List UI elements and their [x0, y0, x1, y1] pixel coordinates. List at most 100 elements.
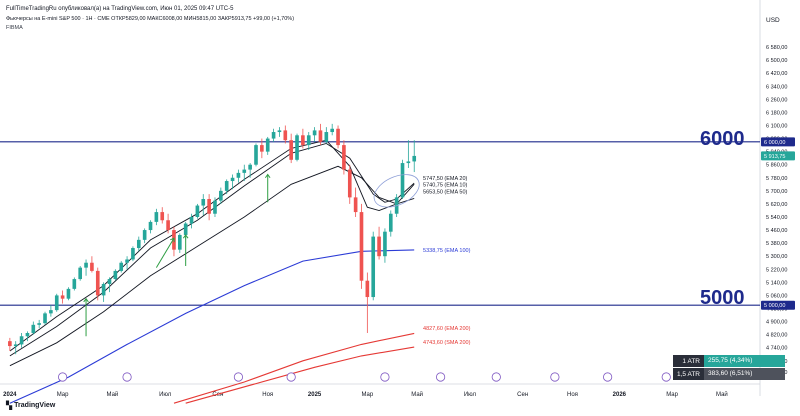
price-tick-label: 5 380,00	[766, 241, 787, 247]
ema-value-label: 5740,75 (EMA 10)	[423, 182, 468, 188]
price-tick-label: 4 900,00	[766, 320, 787, 326]
price-tick-label: 4 740,00	[766, 346, 787, 352]
tradingview-icon: ▚	[6, 401, 12, 410]
event-marker-icon	[436, 372, 446, 382]
currency-label[interactable]: USD	[766, 17, 780, 24]
candle-body	[359, 212, 364, 281]
candle-body	[189, 216, 194, 224]
candle-body	[207, 199, 211, 214]
trend-arrow-shaft	[155, 237, 175, 268]
candle-body	[154, 212, 159, 222]
price-tick-label: 5 860,00	[766, 163, 787, 169]
time-tick-label: Сен	[212, 392, 223, 398]
candle-body	[101, 283, 106, 296]
atr-label: 1,5 ATR	[676, 370, 700, 378]
candle-body	[324, 132, 329, 142]
atr-value: 255,75 (4,34%)	[704, 355, 785, 367]
price-tick-label: 6 180,00	[766, 110, 787, 116]
candle-body	[377, 236, 381, 257]
candle-body	[347, 169, 352, 198]
candle-body	[260, 145, 264, 152]
candle-body	[219, 190, 223, 201]
time-tick-label: Мар	[57, 392, 69, 398]
event-marker-icon	[58, 372, 68, 382]
event-marker-icon	[286, 372, 296, 382]
candle-body	[371, 236, 376, 298]
candle-body	[353, 197, 358, 213]
candle-body	[248, 164, 252, 170]
time-tick-label: Май	[107, 391, 119, 398]
logo-text: TradingView	[14, 402, 56, 409]
ema-value-label: 5747,50 (EMA 20)	[423, 176, 468, 182]
highlight-ellipse	[373, 174, 420, 208]
event-marker-icon	[491, 372, 501, 382]
event-marker-icon	[233, 372, 244, 382]
price-tag-label: 5 000,00	[764, 303, 785, 309]
candle-body	[43, 313, 47, 324]
price-tag-box	[761, 300, 795, 310]
ticker-info[interactable]: Фьючерсы на E-mini S&P 500 · 1Н · CME ОТ…	[6, 16, 295, 22]
candle-body	[66, 288, 71, 299]
candle-body	[177, 234, 182, 250]
price-tick-label: 5 620,00	[766, 202, 787, 208]
price-tick-label: 5 300,00	[766, 254, 787, 260]
candle-body	[107, 279, 112, 284]
ema-value-label: 4743,60 (SMA 200)	[423, 340, 471, 346]
price-tick-label: 5 540,00	[766, 215, 787, 221]
time-tick-label: Ноя	[262, 392, 273, 398]
candle-body	[283, 130, 288, 141]
candle-body	[265, 138, 270, 152]
candle-body	[8, 341, 12, 347]
candle-body	[49, 310, 53, 314]
trend-arrow-head	[264, 173, 271, 179]
price-tick-label: 4 820,00	[766, 333, 787, 339]
ema-line	[9, 139, 415, 352]
candle-body	[95, 270, 100, 296]
candle-body	[277, 130, 282, 133]
candle-body	[336, 128, 340, 146]
indicator-name[interactable]: FIBMA	[6, 25, 23, 31]
event-marker-icon	[550, 372, 560, 382]
candle-body	[19, 336, 24, 345]
candle-body	[400, 163, 405, 198]
atr-box-2: 1,5 ATR 383,60 (6,51%)	[673, 368, 785, 380]
ema-line	[9, 249, 415, 404]
price-tick-label: 5 700,00	[766, 189, 787, 195]
candle-body	[160, 212, 165, 221]
price-tag-box	[761, 151, 795, 161]
price-tick-label: 5 460,00	[766, 228, 787, 234]
publish-info: FullTimeTradingRu опубликовал(а) на Trad…	[6, 6, 234, 12]
candle-body	[406, 161, 411, 164]
trend-arrow-head	[83, 297, 89, 303]
tradingview-logo[interactable]: ▚ TradingView	[6, 401, 55, 410]
price-tick-label: 5 140,00	[766, 280, 787, 286]
atr-label: 1 ATR	[682, 357, 700, 365]
ema-line	[9, 165, 415, 367]
candle-body	[289, 140, 293, 160]
time-tick-label: Мар	[361, 392, 373, 398]
candle-body	[201, 199, 206, 206]
candle-body	[131, 248, 135, 260]
candle-body	[183, 223, 188, 235]
time-tick-label: 2025	[308, 392, 322, 398]
level-label-5000: 5000	[700, 287, 745, 309]
time-tick-label: Мар	[666, 392, 678, 398]
candle-body	[236, 172, 241, 178]
candle-body	[254, 145, 258, 165]
candle-body	[125, 259, 129, 263]
candle-body	[242, 169, 247, 173]
ema-line	[185, 346, 415, 404]
price-tag-label: 5 913,75	[764, 154, 785, 160]
atr-box-1: 1 ATR 255,75 (4,34%)	[673, 355, 785, 367]
candle-body	[31, 324, 36, 333]
event-marker-icon	[122, 372, 132, 382]
candle-body	[78, 267, 83, 280]
time-tick-label: 2026	[613, 392, 627, 398]
candle-body	[60, 295, 65, 299]
candle-body	[224, 181, 229, 191]
price-tick-label: 6 420,00	[766, 71, 787, 77]
price-tick-label: 6 580,00	[766, 45, 787, 51]
price-tag-label: 6 000,00	[764, 140, 785, 146]
candle-body	[342, 145, 346, 170]
